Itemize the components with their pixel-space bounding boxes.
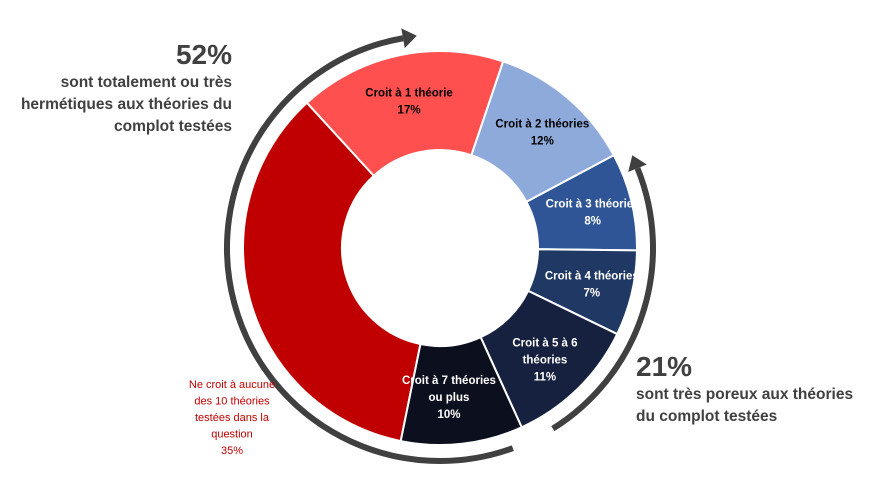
slice-label-2-theories: Croit à 2 théories 12% <box>495 119 589 148</box>
callout-porous-text: sont très poreux aux théories du complot… <box>636 386 854 425</box>
slice-7-plus-theories <box>399 335 524 446</box>
callout-hermetic-text: sont totalement ou très hermétiques aux … <box>20 74 232 135</box>
arrow-hermetic-head <box>401 28 417 49</box>
slice-label-4-theories: Croit à 4 théories 7% <box>545 270 639 299</box>
arrow-hermetic-arc <box>224 35 514 464</box>
slice-label-3-theories: Croit à 3 théories 8% <box>546 198 640 227</box>
callout-hermetic-percent: 52% <box>175 39 232 70</box>
slice-1-theory <box>305 50 505 178</box>
slice-none <box>242 101 422 443</box>
donut-slices <box>242 50 638 446</box>
slice-labels: Ne croit à aucune des 10 théories testées … <box>189 88 640 457</box>
callout-hermetic: 52% sont totalement ou très hermétiques … <box>8 38 232 138</box>
arc-arrows <box>224 28 656 464</box>
arrow-porous-head <box>628 155 647 172</box>
arrow-porous-arc <box>551 167 656 432</box>
callout-porous: 21% sont très poreux aux théories du com… <box>636 350 876 428</box>
slice-label-5-6-theories: Croit à 5 à 6 théories 11% <box>512 338 577 384</box>
slice-label-7-plus-theories: Croit à 7 théories ou plus 10% <box>402 375 496 421</box>
slice-label-1-theory: Croit à 1 théorie 17% <box>365 88 453 117</box>
slice-label-none: Ne croit à aucune des 10 théories testées … <box>189 379 275 457</box>
callout-porous-percent: 21% <box>636 351 693 382</box>
